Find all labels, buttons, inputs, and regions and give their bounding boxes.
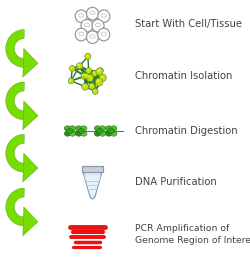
Circle shape: [86, 74, 94, 82]
Circle shape: [71, 67, 72, 69]
Circle shape: [68, 78, 74, 84]
Circle shape: [69, 65, 75, 72]
Ellipse shape: [110, 126, 117, 131]
Circle shape: [84, 74, 86, 76]
Ellipse shape: [76, 131, 82, 136]
Circle shape: [99, 69, 101, 71]
Circle shape: [82, 83, 88, 90]
Text: Start With Cell/Tissue: Start With Cell/Tissue: [135, 19, 242, 29]
Ellipse shape: [64, 126, 71, 131]
Circle shape: [83, 85, 85, 87]
Circle shape: [98, 10, 110, 23]
Polygon shape: [82, 166, 103, 172]
Polygon shape: [6, 188, 25, 226]
Circle shape: [86, 31, 99, 43]
Circle shape: [92, 19, 104, 32]
Circle shape: [95, 78, 103, 86]
Ellipse shape: [67, 128, 73, 134]
Ellipse shape: [94, 126, 101, 131]
Polygon shape: [6, 30, 25, 67]
Polygon shape: [23, 153, 38, 182]
Ellipse shape: [69, 126, 76, 131]
Circle shape: [92, 89, 98, 95]
Circle shape: [86, 55, 88, 57]
Circle shape: [83, 73, 89, 79]
Ellipse shape: [97, 128, 103, 134]
Circle shape: [99, 74, 106, 81]
Polygon shape: [23, 48, 38, 77]
Circle shape: [89, 83, 95, 89]
Circle shape: [87, 69, 89, 71]
Circle shape: [78, 64, 80, 66]
Ellipse shape: [76, 126, 82, 131]
Circle shape: [98, 68, 103, 73]
Circle shape: [75, 10, 87, 23]
Ellipse shape: [80, 131, 87, 136]
Text: Chromatin Digestion: Chromatin Digestion: [135, 126, 238, 136]
Ellipse shape: [106, 126, 112, 131]
Circle shape: [81, 19, 93, 32]
Polygon shape: [23, 101, 38, 130]
Circle shape: [75, 28, 87, 41]
Circle shape: [82, 74, 84, 76]
Circle shape: [70, 79, 71, 81]
Circle shape: [94, 90, 95, 92]
Circle shape: [92, 70, 98, 77]
Ellipse shape: [64, 131, 71, 136]
Polygon shape: [6, 134, 25, 172]
Ellipse shape: [94, 131, 101, 136]
Polygon shape: [23, 207, 38, 236]
Circle shape: [98, 28, 110, 41]
Ellipse shape: [106, 131, 112, 136]
Text: PCR Amplification of
Genome Region of Interest: PCR Amplification of Genome Region of In…: [135, 225, 250, 244]
Circle shape: [101, 76, 103, 78]
Polygon shape: [84, 176, 101, 199]
Text: DNA Purification: DNA Purification: [135, 177, 217, 187]
Circle shape: [90, 84, 92, 86]
Ellipse shape: [78, 128, 84, 134]
Ellipse shape: [99, 126, 106, 131]
Ellipse shape: [110, 131, 117, 136]
Ellipse shape: [80, 126, 87, 131]
Circle shape: [88, 76, 90, 78]
Circle shape: [76, 63, 83, 69]
Circle shape: [97, 80, 99, 82]
Text: Chromatin Isolation: Chromatin Isolation: [135, 71, 232, 81]
Ellipse shape: [99, 131, 106, 136]
Circle shape: [93, 72, 95, 74]
Polygon shape: [6, 82, 25, 120]
Circle shape: [96, 68, 103, 75]
Circle shape: [86, 7, 99, 20]
Ellipse shape: [69, 131, 76, 136]
Polygon shape: [83, 172, 102, 199]
Ellipse shape: [108, 128, 114, 134]
Circle shape: [86, 68, 92, 74]
Circle shape: [98, 70, 100, 72]
Circle shape: [81, 73, 87, 79]
Circle shape: [85, 53, 91, 60]
